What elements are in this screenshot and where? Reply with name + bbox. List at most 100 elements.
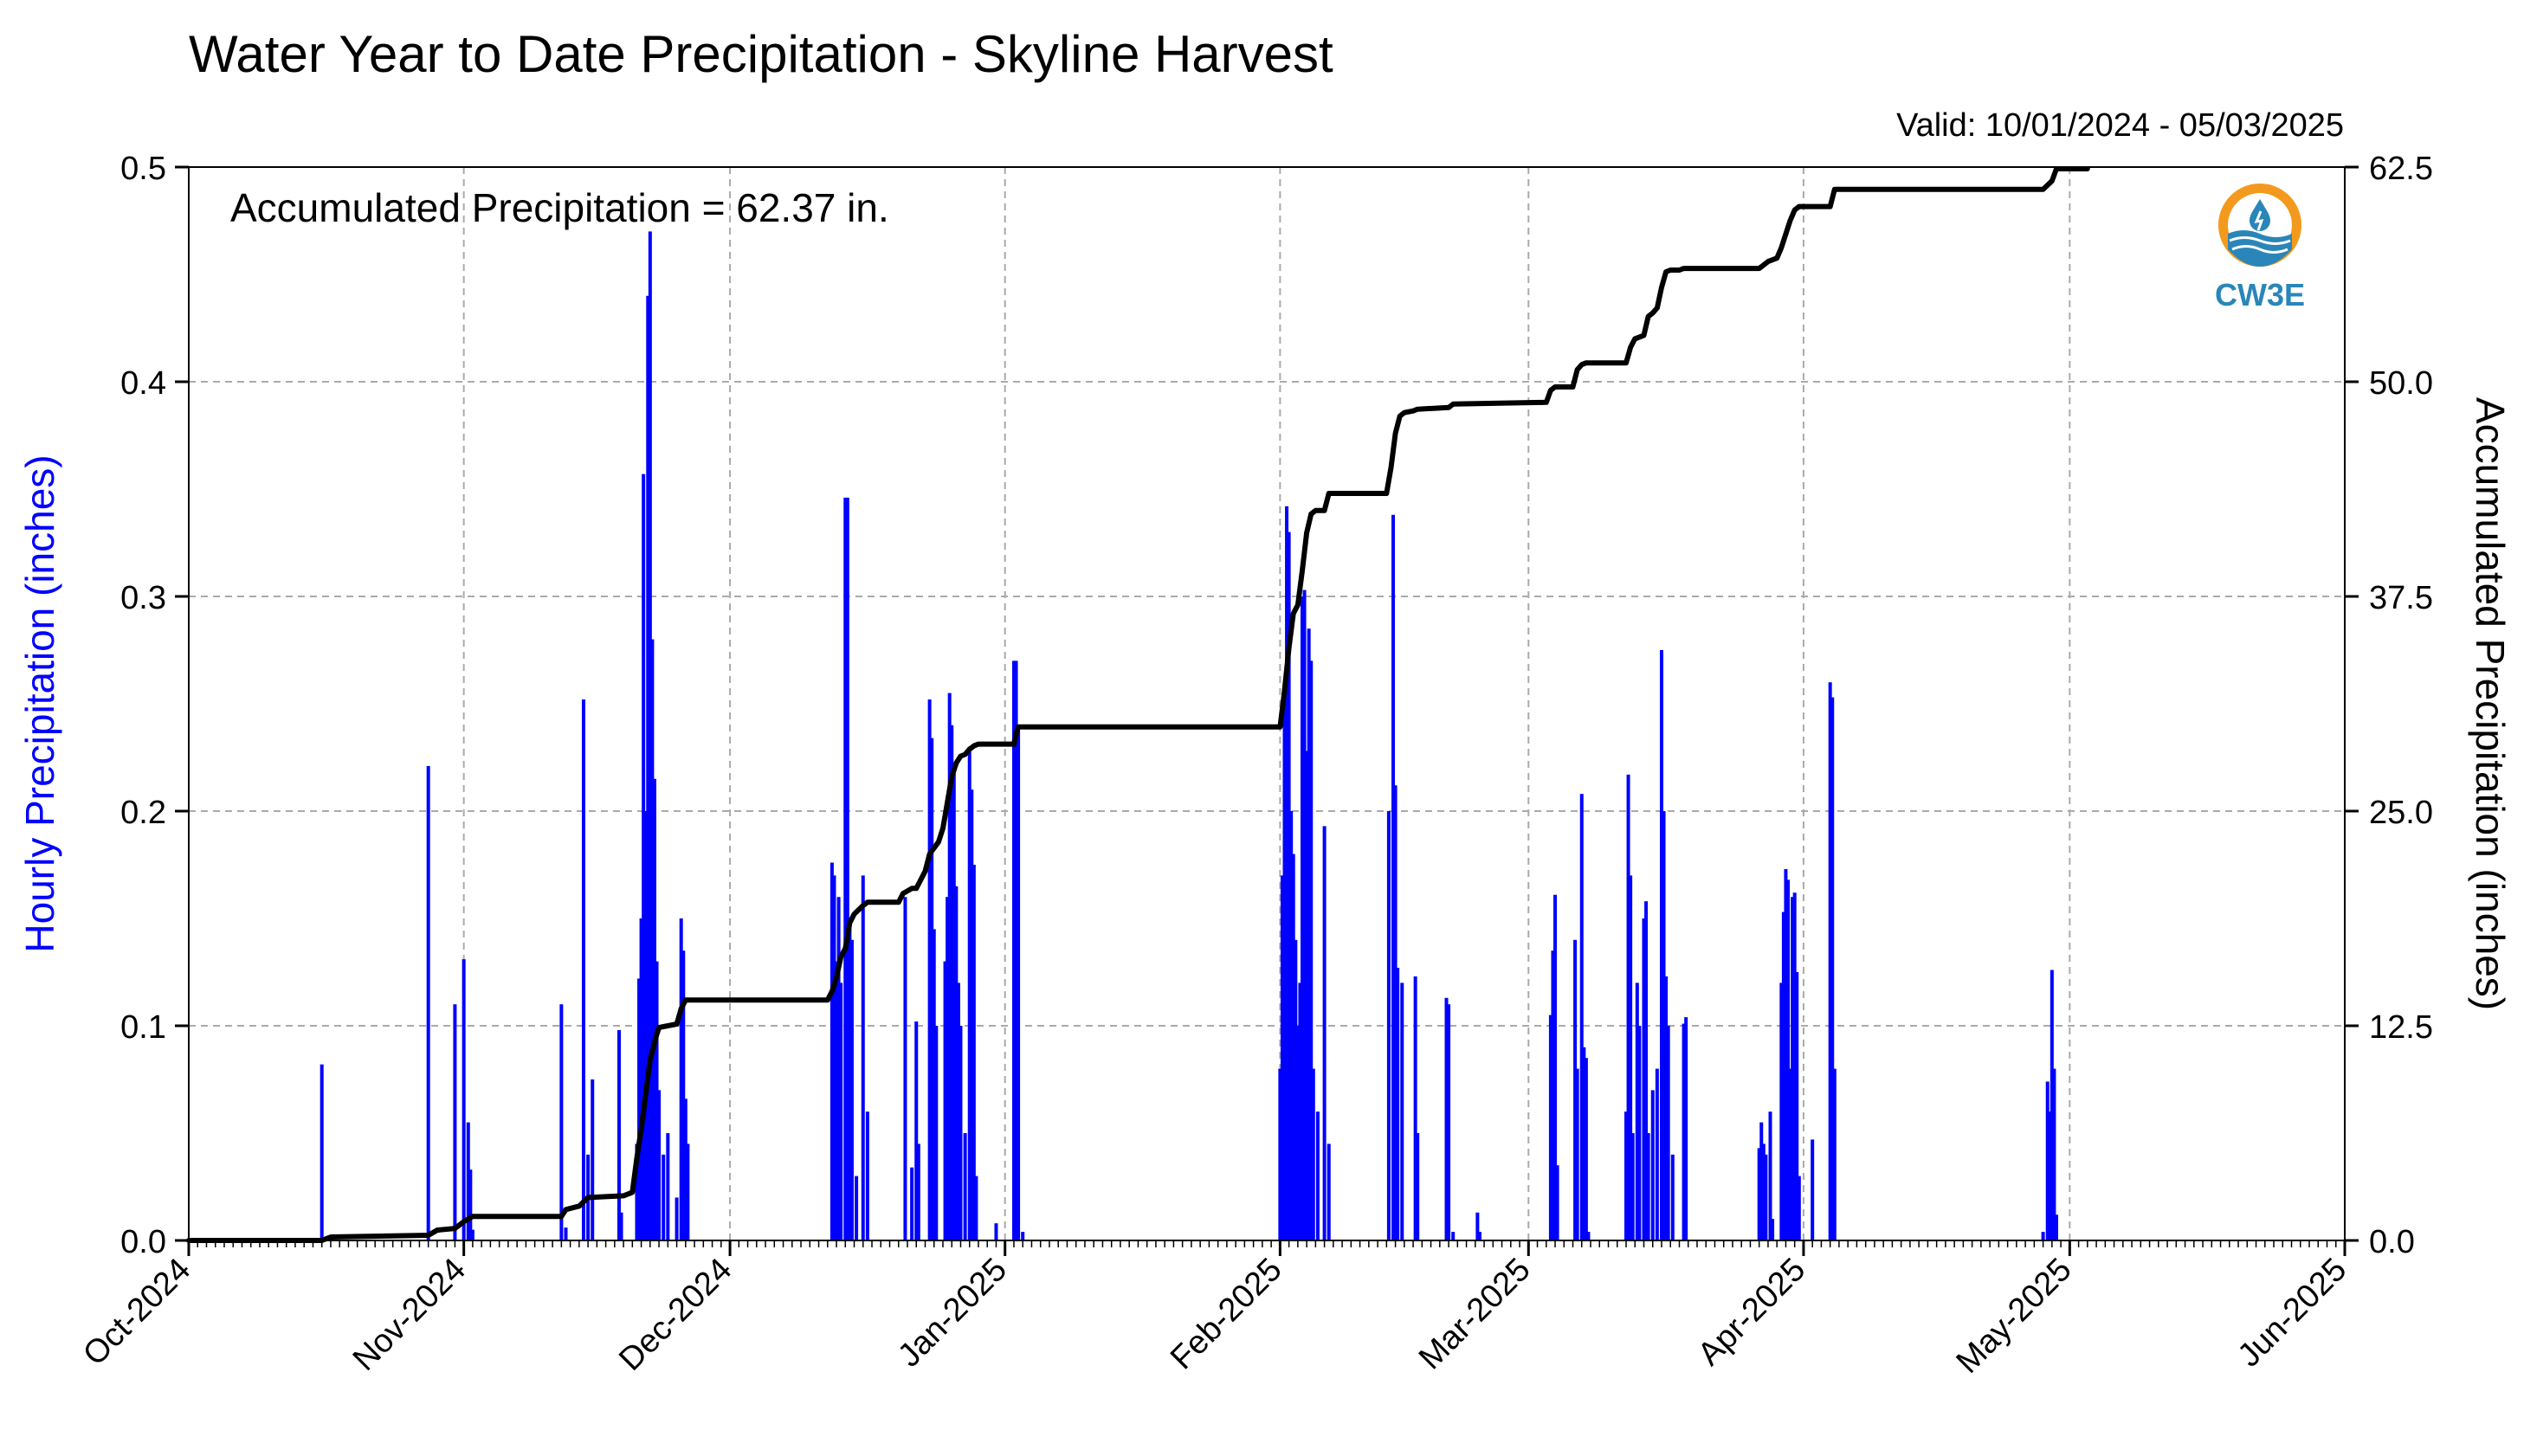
precip-bar [1650,1090,1655,1240]
precip-bar [1291,854,1295,1240]
precip-bar [619,1212,623,1240]
precip-bar [1573,939,1578,1240]
precip-bar [581,699,585,1240]
precip-bar [564,1227,568,1240]
accumulated-precipitation-line [186,166,2090,1243]
y-axis-right-label: Accumulated Precipitation (inches) [2468,397,2513,1010]
precip-bar [1289,811,1294,1240]
precip-bar [1682,1023,1686,1240]
precip-bar [559,1004,564,1240]
y-axis-left: 0.0 0.1 0.2 0.3 0.4 0.5 [120,151,189,1260]
precip-bar [848,918,852,1240]
precip-bar [914,1021,919,1240]
precip-bar [1391,514,1396,1240]
precip-bar [1553,894,1558,1240]
y-axis-right: 0.0 12.5 25.0 37.5 50.0 62.5 [2345,151,2433,1260]
precip-bar [947,693,952,1240]
precip-bar [1630,1133,1635,1240]
precip-bar [1386,811,1391,1240]
y-left-tick-label: 0.2 [120,795,166,831]
precip-bar [1305,751,1309,1240]
precip-bar [1666,1026,1670,1240]
precip-bar [1788,1068,1792,1240]
precip-bar [861,875,865,1240]
precip-bar [927,699,932,1240]
precip-bar [1684,1017,1688,1240]
accumulated-line-path [186,166,2090,1243]
precip-bar [843,497,848,1240]
precip-bar [591,1079,595,1240]
precip-bar [2045,1081,2050,1240]
chart-title: Water Year to Date Precipitation - Skyli… [189,25,1333,83]
plot-frame [188,166,2346,1241]
y-right-tick-label: 25.0 [2369,795,2433,831]
precip-bar [1322,826,1327,1240]
precip-bar [2050,970,2054,1240]
precip-bar [637,978,642,1240]
precip-bar [642,474,646,1240]
precip-bar [639,918,643,1240]
precip-bar [950,725,954,1240]
precip-bar [1646,1133,1650,1240]
x-tick-label: Dec-2024 [612,1252,739,1378]
y-left-tick-label: 0.4 [120,365,166,402]
precip-bar [2054,1214,2058,1240]
precip-bar [967,746,972,1240]
precip-bar [855,1176,859,1240]
precip-bar [865,1111,869,1240]
precip-bar [1792,892,1797,1240]
precip-bar [1832,1068,1837,1240]
precip-bar [1295,1026,1300,1240]
precip-bar [1637,1026,1642,1240]
precip-bar [829,862,834,1240]
precip-bar [1662,811,1666,1240]
x-tick-label: Oct-2024 [76,1252,197,1373]
precip-bar [943,961,947,1240]
precip-bar [1811,1139,1815,1240]
precip-bar [845,497,849,1240]
precip-bar [1659,650,1663,1240]
precip-bar [930,738,934,1240]
precip-bar [1285,506,1289,1240]
y-left-tick-label: 0.1 [120,1009,166,1046]
precip-bar [2041,1232,2045,1240]
precip-bar [1635,982,1639,1240]
y-left-tick-label: 0.0 [120,1224,166,1260]
precip-bar [994,1223,998,1240]
logo-text: CW3E [2214,277,2305,312]
precip-bar [1624,1111,1628,1240]
precip-bar [683,1098,687,1240]
precip-bar [1551,950,1555,1240]
precip-bar [466,1122,470,1240]
precip-bar [470,1229,474,1240]
precip-bar [1475,1212,1480,1240]
precip-bar [1014,660,1018,1240]
precip-bar [1416,1133,1420,1240]
precip-bar [1300,596,1304,1240]
precip-bar [1586,1232,1591,1240]
precip-bar [320,1064,324,1240]
precip-bar [1307,628,1311,1240]
y-left-tick-label: 0.5 [120,151,166,187]
precip-bar [972,865,976,1240]
precip-bar [1315,1111,1320,1240]
precip-bar [1287,532,1291,1240]
precip-bar [1629,875,1633,1240]
precip-bar [1302,589,1307,1240]
precip-bar [462,959,466,1240]
precip-bar [1784,868,1788,1240]
precip-bar [1311,1068,1315,1240]
precip-bar [1757,1148,1761,1240]
precip-bar [426,765,430,1240]
precip-bar [681,950,686,1240]
precip-bar [1768,1111,1772,1240]
precip-bar [1309,660,1314,1240]
precip-bar [2052,1068,2056,1240]
precip-bar [1413,976,1417,1240]
precip-bar [675,1197,679,1240]
precip-bar [1779,982,1784,1240]
precip-bar [954,886,959,1240]
precip-bar [839,982,843,1240]
precip-bar [1327,1144,1331,1240]
